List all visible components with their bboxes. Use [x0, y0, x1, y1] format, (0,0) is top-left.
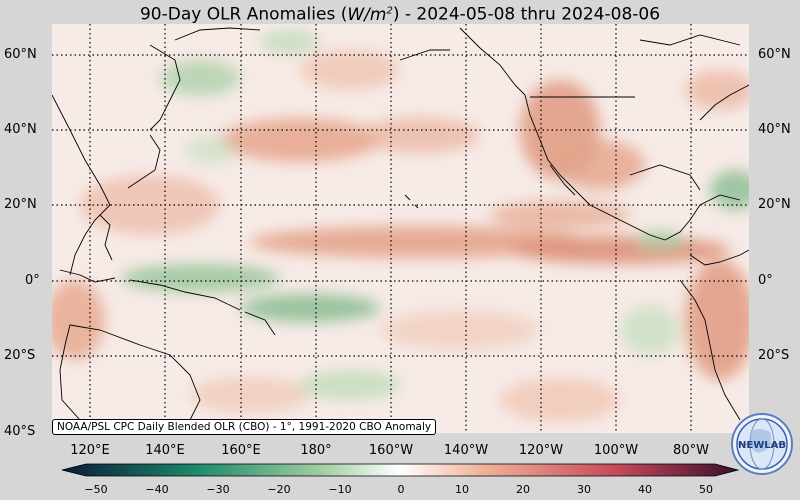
lon-label-180: 180°: [300, 443, 332, 458]
lon-label-160e: 160°E: [221, 443, 261, 458]
colorbar: [61, 463, 740, 477]
lon-label-140w: 140°W: [443, 443, 489, 458]
graticule: [52, 24, 749, 433]
lon-label-100w: 100°W: [593, 443, 639, 458]
colorbar-tick-label: −40: [145, 483, 169, 496]
lon-label-120w: 120°W: [518, 443, 564, 458]
lon-label-120e: 120°E: [70, 443, 110, 458]
lat-label-eq-right: 0°: [758, 273, 773, 288]
lat-label-40n-right: 40°N: [758, 122, 791, 137]
lat-label-20s-left: 20°S: [4, 348, 36, 363]
lon-label-160w: 160°W: [368, 443, 414, 458]
page-title: 90-Day OLR Anomalies (W/m2) - 2024-05-08…: [139, 4, 661, 25]
lat-label-40s-left: 40°S: [4, 424, 36, 439]
colorbar-tick-label: 30: [577, 483, 591, 496]
colorbar-tick-label: −30: [206, 483, 230, 496]
colorbar-tick-label: 10: [455, 483, 469, 496]
data-source-note: NOAA/PSL CPC Daily Blended OLR (CBO) - 1…: [52, 419, 437, 435]
lon-label-80w: 80°W: [673, 443, 709, 458]
colorbar-tick-label: 20: [516, 483, 530, 496]
colorbar-bar: [61, 463, 740, 477]
logo-text: NEWLAB: [738, 440, 786, 451]
lat-label-20n-right: 20°N: [758, 197, 791, 212]
colorbar-tick-label: 50: [699, 483, 713, 496]
lon-label-140e: 140°E: [145, 443, 185, 458]
lat-label-eq-left: 0°: [25, 273, 40, 288]
colorbar-tick-label: −20: [267, 483, 291, 496]
lat-label-60n-left: 60°N: [4, 47, 37, 62]
colorbar-tick-label: 0: [397, 483, 405, 496]
colorbar-tick-label: −10: [328, 483, 352, 496]
lat-label-20n-left: 20°N: [4, 197, 37, 212]
lat-label-40n-left: 40°N: [4, 122, 37, 137]
colorbar-tick-label: 40: [638, 483, 652, 496]
colorbar-tick-label: −50: [84, 483, 108, 496]
lat-label-20s-right: 20°S: [758, 348, 790, 363]
lat-label-60n-right: 60°N: [758, 47, 791, 62]
coastlines: [52, 27, 749, 433]
globe-logo-icon[interactable]: NEWLAB: [730, 412, 794, 476]
